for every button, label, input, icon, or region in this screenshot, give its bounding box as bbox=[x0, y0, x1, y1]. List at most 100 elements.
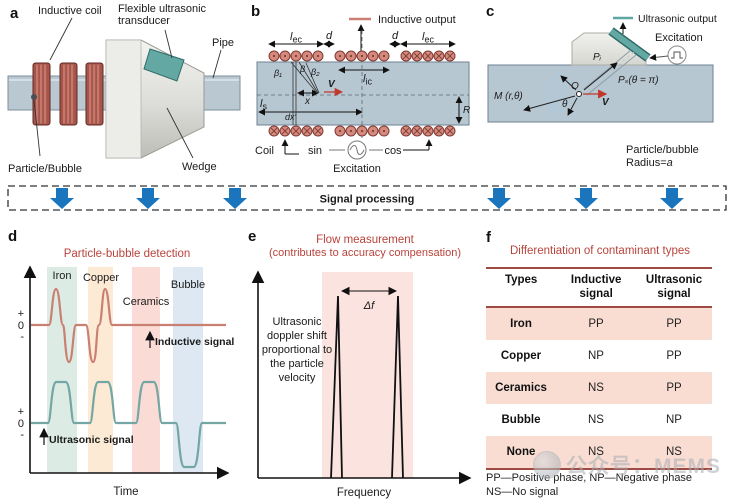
col-header-ultrasonic: Ultrasonic signal bbox=[645, 274, 703, 300]
inductive-coils-graphic bbox=[32, 62, 104, 126]
ultrasonic-signal-label: Ultrasonic signal bbox=[49, 434, 134, 446]
panel-a-annotations bbox=[49, 17, 222, 159]
col-header-inductive: Inductive signal bbox=[570, 274, 622, 300]
pipe-label: Pipe bbox=[212, 37, 234, 49]
wedge-label: Wedge bbox=[182, 161, 217, 173]
banner-title: Signal processing bbox=[320, 194, 415, 206]
delta-f-label: Δf bbox=[363, 300, 375, 312]
dim-d-right: d bbox=[392, 30, 399, 42]
axes bbox=[23, 265, 230, 480]
banner-border bbox=[7, 185, 727, 211]
svg-text:doppler shift: doppler shift bbox=[267, 330, 327, 342]
signal-processing-banner: Signal processing bbox=[7, 185, 727, 211]
beta2-label: β₂ bbox=[310, 67, 320, 77]
dim-lec-left: lec bbox=[290, 31, 302, 45]
panel-d: d Particle-bubble detection Iron Copper … bbox=[8, 228, 234, 498]
v-label: V bbox=[328, 79, 336, 90]
table-header-row: Types Inductive signal Ultrasonic signal bbox=[486, 269, 712, 308]
particle-label-1: Particle/bubble bbox=[626, 144, 699, 156]
svg-text:the particle: the particle bbox=[270, 358, 324, 370]
inductive-coil-label: Inductive coil bbox=[38, 5, 102, 17]
doppler-note: Ultrasonic doppler shift proportional to… bbox=[262, 316, 332, 384]
svg-text:-: - bbox=[20, 429, 24, 441]
beta1-label: β₁ bbox=[273, 68, 282, 78]
beam-graphic bbox=[583, 49, 637, 96]
ultrasonic-output-label: Ultrasonic output bbox=[638, 13, 717, 25]
dim-dx: dx′ bbox=[285, 112, 297, 122]
dim-lic: lic bbox=[363, 73, 372, 87]
scatter-arrows bbox=[523, 75, 578, 116]
panel-c: c Ultrasonic output Excitation bbox=[486, 3, 717, 169]
pulse-source-icon bbox=[649, 45, 687, 65]
transducer-graphic bbox=[143, 48, 185, 82]
ps-label: Pₛ(θ = π) bbox=[618, 75, 659, 86]
svg-text:+: + bbox=[18, 406, 24, 418]
wedge-graphic bbox=[571, 27, 651, 66]
svg-text:Ultrasonic: Ultrasonic bbox=[273, 316, 322, 328]
m-label: M (r,θ) bbox=[494, 91, 523, 102]
v-label: V bbox=[602, 97, 610, 108]
excitation-label: Excitation bbox=[655, 32, 703, 44]
panel-c-label: c bbox=[486, 3, 494, 20]
particle-label-2: Radius=a bbox=[626, 157, 673, 169]
dim-d-left: d bbox=[326, 30, 333, 42]
table-footnote-1: PP—Positive phase, NP—Negative phase bbox=[486, 472, 693, 484]
transducer-graphic bbox=[609, 28, 650, 61]
down-arrow-icons bbox=[50, 188, 684, 209]
table-footnote-2: NS—No signal bbox=[486, 486, 559, 498]
frequency-axis-label: Frequency bbox=[337, 487, 392, 499]
dim-lec-right: lec bbox=[422, 31, 434, 45]
o-label: O bbox=[571, 81, 579, 92]
panel-a-label: a bbox=[10, 5, 19, 22]
table-row: Copper NP PP bbox=[486, 339, 712, 372]
band-label-copper: Copper bbox=[83, 272, 119, 284]
excitation-label: Excitation bbox=[333, 163, 381, 175]
ultrasonic-waveform bbox=[31, 380, 226, 469]
svg-text:velocity: velocity bbox=[279, 372, 316, 384]
origin-point bbox=[576, 91, 582, 97]
panel-e-label: e bbox=[248, 228, 256, 245]
panel-f-label: f bbox=[486, 229, 491, 246]
panel-b-label: b bbox=[251, 3, 260, 20]
ultrasonic-axis-ticks: + 0 - bbox=[18, 406, 25, 441]
spectral-peaks bbox=[330, 295, 404, 479]
svg-text:0: 0 bbox=[18, 320, 24, 332]
particle-label: Particle/Bubble bbox=[8, 163, 82, 175]
table-row: Iron PP PP bbox=[486, 307, 712, 340]
table-row: None NS NS bbox=[486, 435, 712, 468]
coil-label: Coil bbox=[255, 145, 274, 157]
theta-label: θ bbox=[562, 99, 568, 110]
contaminant-table: Types Inductive signal Ultrasonic signal… bbox=[486, 267, 712, 470]
transducer-label-2: transducer bbox=[118, 15, 170, 27]
panel-f: f Differentiation of contaminant types T… bbox=[480, 225, 734, 502]
sin-label: sin bbox=[308, 145, 322, 157]
material-bands bbox=[47, 267, 203, 473]
dim-ls: ls bbox=[260, 98, 267, 112]
svg-text:0: 0 bbox=[18, 418, 24, 430]
panel-b: b Inductive output bbox=[251, 3, 470, 175]
particle-graphic bbox=[31, 94, 41, 157]
inductive-signal-label: Inductive signal bbox=[155, 336, 234, 348]
col-header-types: Types bbox=[504, 274, 538, 286]
table-row: Ceramics NS PP bbox=[486, 371, 712, 404]
table-row: Bubble NS NP bbox=[486, 403, 712, 436]
svg-text:proportional to: proportional to bbox=[262, 344, 332, 356]
cos-label: cos bbox=[384, 145, 402, 157]
band-label-ceramics: Ceramics bbox=[123, 296, 170, 308]
time-axis-label: Time bbox=[113, 486, 138, 498]
band-label-bubble: Bubble bbox=[171, 279, 205, 291]
inductive-axis-ticks: + 0 - bbox=[18, 308, 25, 343]
pi-label: Pᵢ bbox=[593, 52, 602, 63]
wedge-graphic bbox=[105, 39, 205, 159]
inductive-waveform bbox=[31, 287, 226, 364]
svg-text:-: - bbox=[20, 331, 24, 343]
panel-d-title: Particle-bubble detection bbox=[64, 248, 191, 260]
axes bbox=[251, 270, 472, 485]
x-label: x bbox=[304, 96, 311, 107]
panel-e: e Flow measurement (contributes to accur… bbox=[248, 228, 472, 499]
transducer-label-1: Flexible ultrasonic bbox=[118, 3, 207, 15]
panel-f-title: Differentiation of contaminant types bbox=[509, 245, 691, 257]
r-label: R bbox=[463, 105, 470, 116]
panel-a: a Inductive coil Flexible ultrasonic tra bbox=[7, 3, 241, 175]
